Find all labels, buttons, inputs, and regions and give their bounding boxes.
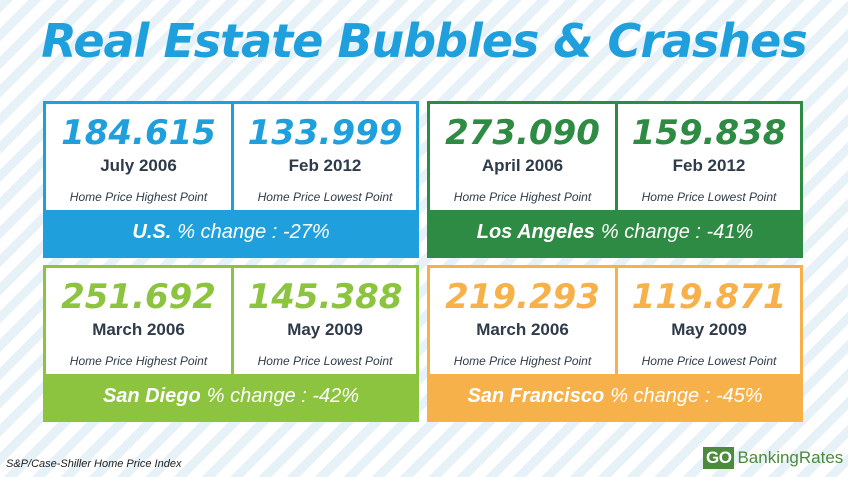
highest-label: Home Price Highest Point bbox=[453, 190, 592, 204]
highest-value: 184.615 bbox=[61, 113, 216, 153]
card-sd-stats: 251.692 March 2006 Home Price Highest Po… bbox=[46, 268, 416, 374]
region-name: Los Angeles bbox=[476, 221, 595, 243]
lowest-label: Home Price Lowest Point bbox=[641, 354, 777, 368]
lowest-date: May 2009 bbox=[287, 320, 363, 339]
change-bar: Los Angeles % change : -41% bbox=[430, 210, 800, 255]
lowest-label: Home Price Lowest Point bbox=[641, 190, 777, 204]
highest-value: 273.090 bbox=[445, 113, 600, 153]
percent-change: % change : -27% bbox=[177, 221, 330, 243]
stat-lowest: 133.999 Feb 2012 Home Price Lowest Point bbox=[231, 104, 416, 210]
highest-value: 251.692 bbox=[61, 277, 216, 317]
highest-date: March 2006 bbox=[476, 320, 569, 339]
lowest-value: 159.838 bbox=[631, 113, 787, 153]
card-san-diego: 251.692 March 2006 Home Price Highest Po… bbox=[43, 265, 419, 422]
stat-highest: 251.692 March 2006 Home Price Highest Po… bbox=[46, 268, 231, 374]
stat-highest: 219.293 March 2006 Home Price Highest Po… bbox=[430, 268, 615, 374]
lowest-date: Feb 2012 bbox=[288, 156, 362, 175]
lowest-value: 119.871 bbox=[631, 277, 787, 317]
stat-highest: 184.615 July 2006 Home Price Highest Poi… bbox=[46, 104, 231, 210]
card-san-francisco: 219.293 March 2006 Home Price Highest Po… bbox=[427, 265, 803, 422]
stat-lowest: 119.871 May 2009 Home Price Lowest Point bbox=[615, 268, 800, 374]
change-bar: San Diego % change : -42% bbox=[46, 374, 416, 419]
card-los-angeles: 273.090 April 2006 Home Price Highest Po… bbox=[427, 101, 803, 258]
card-us-stats: 184.615 July 2006 Home Price Highest Poi… bbox=[46, 104, 416, 210]
highest-date: April 2006 bbox=[481, 156, 564, 175]
lowest-value: 133.999 bbox=[247, 113, 403, 153]
stat-lowest: 159.838 Feb 2012 Home Price Lowest Point bbox=[615, 104, 800, 210]
lowest-label: Home Price Lowest Point bbox=[257, 190, 393, 204]
card-sf-stats: 219.293 March 2006 Home Price Highest Po… bbox=[430, 268, 800, 374]
lowest-label: Home Price Lowest Point bbox=[257, 354, 393, 368]
percent-change: % change : -41% bbox=[600, 221, 754, 243]
lowest-date: Feb 2012 bbox=[672, 156, 746, 175]
highest-date: March 2006 bbox=[92, 320, 185, 339]
logo-wordmark: BankingRates bbox=[737, 448, 844, 467]
page-title: Real Estate Bubbles & Crashes bbox=[41, 14, 808, 68]
source-footnote: S&P/Case-Shiller Home Price Index bbox=[6, 458, 182, 470]
highest-value: 219.293 bbox=[445, 277, 600, 317]
change-bar: U.S. % change : -27% bbox=[46, 210, 416, 255]
change-bar: San Francisco % change : -45% bbox=[430, 374, 800, 419]
highest-label: Home Price Highest Point bbox=[69, 190, 208, 204]
lowest-date: May 2009 bbox=[671, 320, 747, 339]
card-us: 184.615 July 2006 Home Price Highest Poi… bbox=[43, 101, 419, 258]
highest-label: Home Price Highest Point bbox=[69, 354, 208, 368]
stat-lowest: 145.388 May 2009 Home Price Lowest Point bbox=[231, 268, 416, 374]
lowest-value: 145.388 bbox=[247, 277, 403, 317]
logo-go-mark: GO bbox=[703, 447, 735, 469]
card-la-stats: 273.090 April 2006 Home Price Highest Po… bbox=[430, 104, 800, 210]
gobankingrates-logo: GO BankingRates bbox=[703, 447, 843, 469]
region-name: U.S. bbox=[132, 221, 172, 243]
stat-highest: 273.090 April 2006 Home Price Highest Po… bbox=[430, 104, 615, 210]
percent-change: % change : -42% bbox=[206, 385, 360, 407]
percent-change: % change : -45% bbox=[610, 385, 763, 407]
highest-label: Home Price Highest Point bbox=[453, 354, 592, 368]
region-name: San Diego bbox=[102, 385, 201, 407]
region-name: San Francisco bbox=[467, 385, 605, 407]
highest-date: July 2006 bbox=[100, 156, 177, 175]
